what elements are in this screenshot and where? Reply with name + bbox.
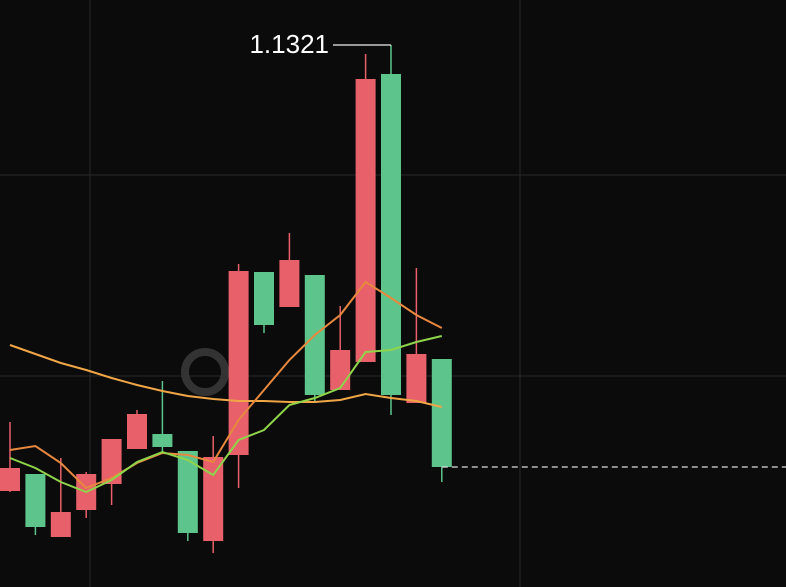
candle-body <box>177 451 198 533</box>
candle-body <box>330 350 351 390</box>
candle-body <box>279 260 300 307</box>
high-label: 1.1321 <box>249 29 329 59</box>
candle-body <box>381 74 401 395</box>
moving-average-line <box>9 280 443 490</box>
candle-body <box>0 468 20 491</box>
candle-body <box>50 512 71 537</box>
moving-average-line <box>9 344 443 408</box>
candle-body <box>152 434 173 447</box>
candle-body <box>406 354 427 403</box>
candle-body <box>203 457 224 541</box>
moving-average-line <box>9 335 443 494</box>
candle-body <box>355 79 376 362</box>
candle-body <box>127 414 147 449</box>
candle-body <box>25 474 46 527</box>
candle-body <box>431 359 452 467</box>
candle-body <box>101 439 122 484</box>
watermark <box>181 348 229 396</box>
candle-body <box>254 272 274 325</box>
candle-body <box>228 271 249 455</box>
